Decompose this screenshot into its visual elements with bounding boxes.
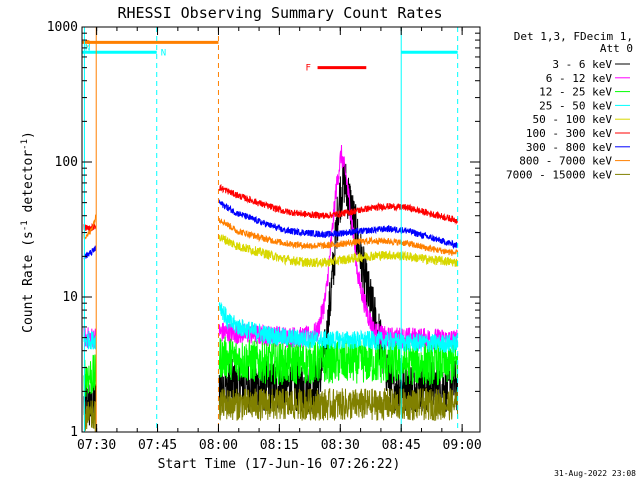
y-axis-label: Count Rate (s-1 detector-1) xyxy=(20,131,36,333)
footer-timestamp: 31-Aug-2022 23:08 xyxy=(554,469,636,478)
series-2-segment-1 xyxy=(218,336,459,386)
x-tick-label-0: 07:30 xyxy=(77,438,116,453)
state-bar-label-4: F xyxy=(306,64,311,74)
legend-header-0: Det 1,3, FDecim 1, xyxy=(514,30,633,43)
state-bar-label-2: N xyxy=(161,48,166,58)
x-axis-label: Start Time (17-Jun-16 07:26:22) xyxy=(158,457,401,472)
legend-label-4: 50 - 100 keV xyxy=(533,113,613,126)
series-2 xyxy=(83,336,459,397)
series-4 xyxy=(218,234,459,269)
legend-label-0: 3 - 6 keV xyxy=(552,58,612,71)
plot-area: SN NF xyxy=(82,27,459,433)
x-tick-label-2: 08:00 xyxy=(199,438,238,453)
legend-label-5: 100 - 300 keV xyxy=(526,127,612,140)
y-tick-label-1: 10 xyxy=(62,290,78,305)
y-axis-label-part-4: ) xyxy=(21,131,36,139)
y-axis-label-part-0: Count Rate (s xyxy=(21,231,36,333)
series-8 xyxy=(83,387,459,433)
y-tick-label-0: 1 xyxy=(70,425,78,440)
series-3 xyxy=(83,302,459,355)
state-bar-label-0: S xyxy=(85,39,90,49)
y-tick-label-3: 1000 xyxy=(47,20,78,35)
series-6-segment-0 xyxy=(83,245,97,261)
series-2-segment-0 xyxy=(83,354,97,397)
state-bar-label-1: N xyxy=(85,43,90,53)
legend-label-3: 25 - 50 keV xyxy=(539,99,612,112)
series-8-segment-0 xyxy=(83,400,97,433)
series-7-segment-0 xyxy=(83,214,97,240)
series-8-segment-1 xyxy=(218,387,459,422)
plot-frame xyxy=(81,26,481,433)
legend-label-1: 6 - 12 keV xyxy=(546,72,613,85)
y-axis-label-part-3: -1 xyxy=(20,139,30,150)
x-tick-label-5: 08:45 xyxy=(382,438,421,453)
series-6-segment-1 xyxy=(218,199,459,250)
y-tick-label-2: 100 xyxy=(55,155,78,170)
legend-label-7: 800 - 7000 keV xyxy=(519,155,612,168)
series-7-segment-1 xyxy=(218,217,459,256)
series-3-segment-0 xyxy=(83,330,97,350)
legend-header-1: Att 0 xyxy=(600,42,633,55)
series-3-segment-1 xyxy=(218,302,459,355)
legend-label-2: 12 - 25 keV xyxy=(539,86,612,99)
y-axis-label-part-2: detector xyxy=(21,150,36,221)
series-6 xyxy=(83,199,459,261)
x-tick-label-1: 07:45 xyxy=(138,438,177,453)
series-4-segment-0 xyxy=(218,234,459,269)
series-5-segment-1 xyxy=(218,183,459,225)
legend-label-6: 300 - 800 keV xyxy=(526,141,612,154)
y-axis-label-part-1: -1 xyxy=(20,220,30,231)
x-tick-label-6: 09:00 xyxy=(443,438,482,453)
x-tick-label-4: 08:30 xyxy=(321,438,360,453)
x-tick-label-3: 08:15 xyxy=(260,438,299,453)
chart-title: RHESSI Observing Summary Count Rates xyxy=(117,4,442,22)
legend-label-8: 7000 - 15000 keV xyxy=(506,168,612,181)
axes: 07:30 07:45 08:00 08:15 08:30 08:45 09:00 1 10 10… xyxy=(47,20,482,453)
series-7 xyxy=(83,214,459,256)
